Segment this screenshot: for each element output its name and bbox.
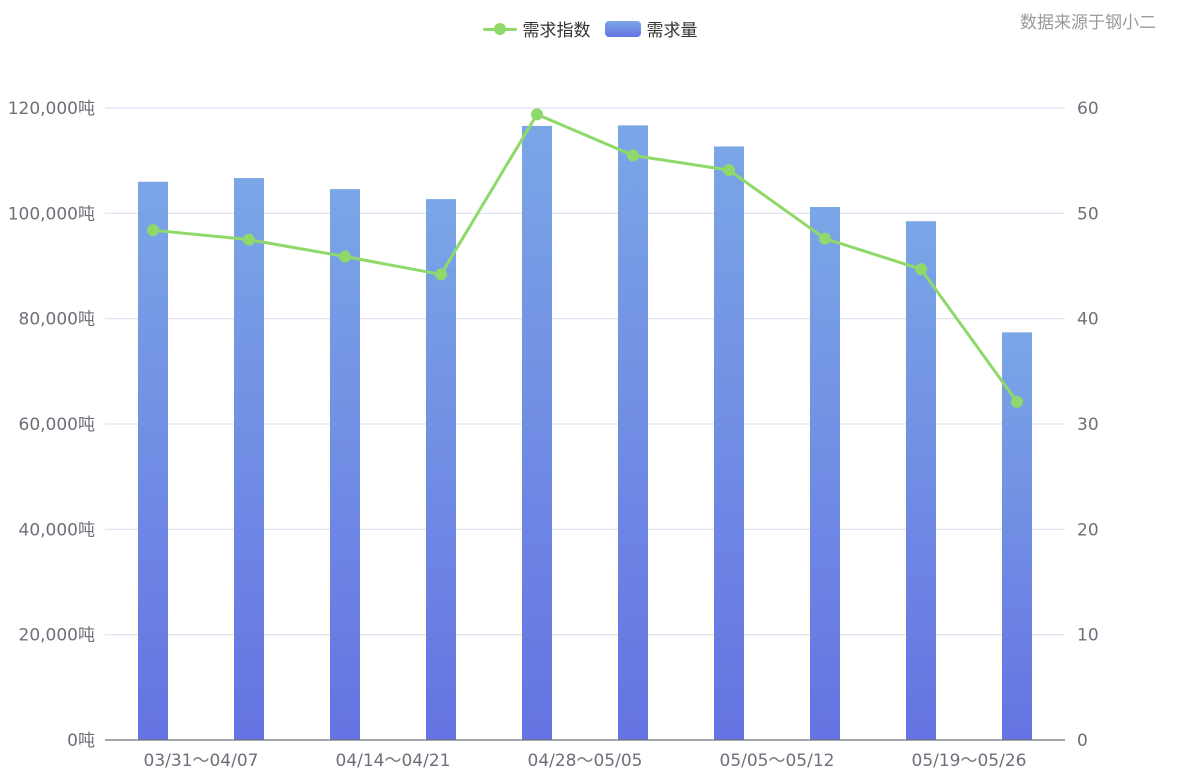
x-tick-label: 03/31～04/07 bbox=[144, 751, 259, 771]
y-left-tick-label: 60,000吨 bbox=[19, 415, 95, 435]
y-left-tick-label: 40,000吨 bbox=[19, 520, 95, 540]
index-point bbox=[531, 108, 543, 121]
bar bbox=[426, 199, 456, 740]
line-series bbox=[147, 108, 1023, 408]
x-tick-label: 04/14～04/21 bbox=[336, 751, 451, 771]
legend-label-index: 需求指数 bbox=[522, 21, 591, 41]
bar bbox=[234, 178, 264, 741]
legend-label-volume: 需求量 bbox=[646, 21, 698, 41]
index-point bbox=[435, 268, 447, 281]
y-left-tick-label: 120,000吨 bbox=[8, 99, 95, 119]
line-legend-icon bbox=[482, 22, 517, 36]
y-left-tick-label: 20,000吨 bbox=[19, 626, 95, 646]
grid-lines bbox=[105, 107, 1065, 636]
bar bbox=[810, 207, 840, 741]
y-right-tick-label: 60 bbox=[1077, 99, 1099, 119]
bar bbox=[138, 181, 168, 740]
legend-item-index[interactable]: 需求指数 bbox=[482, 16, 591, 41]
y-right-tick-label: 40 bbox=[1077, 310, 1099, 330]
y-right-tick-label: 50 bbox=[1077, 204, 1099, 224]
index-point bbox=[339, 250, 351, 263]
x-tick-label: 05/05～05/12 bbox=[720, 751, 835, 771]
legend: 需求指数 需求量 bbox=[0, 16, 1180, 41]
bar bbox=[1002, 332, 1032, 740]
index-point bbox=[627, 149, 639, 162]
bar bbox=[714, 146, 744, 741]
index-point bbox=[915, 263, 927, 276]
bar bbox=[330, 189, 360, 740]
bar bbox=[522, 125, 552, 740]
legend-item-volume[interactable]: 需求量 bbox=[604, 16, 698, 41]
bar bbox=[618, 125, 648, 740]
bar bbox=[906, 221, 936, 740]
y-left-tick-label: 80,000吨 bbox=[19, 310, 95, 330]
index-point bbox=[723, 164, 735, 177]
index-line bbox=[152, 112, 1019, 403]
index-point bbox=[243, 233, 255, 246]
y-right-tick-label: 10 bbox=[1077, 626, 1099, 646]
x-tick-label: 04/28～05/05 bbox=[528, 751, 643, 771]
index-point bbox=[819, 232, 831, 245]
index-point bbox=[1011, 395, 1023, 408]
bar-series bbox=[138, 125, 1032, 741]
axes: 0吨 20,000吨 40,000吨 60,000吨 80,000吨 100,000吨 12… bbox=[8, 99, 1099, 771]
y-right-tick-label: 30 bbox=[1077, 415, 1099, 435]
source-note: 数据来源于钢小二 bbox=[1020, 13, 1156, 33]
y-left-tick-label: 0吨 bbox=[67, 731, 95, 751]
y-left-tick-label: 100,000吨 bbox=[8, 204, 95, 224]
y-right-tick-label: 20 bbox=[1077, 520, 1099, 540]
y-right-tick-label: 0 bbox=[1077, 731, 1088, 751]
index-point bbox=[147, 224, 159, 237]
bar-legend-icon bbox=[604, 20, 641, 37]
x-tick-label: 05/19～05/26 bbox=[912, 751, 1027, 771]
